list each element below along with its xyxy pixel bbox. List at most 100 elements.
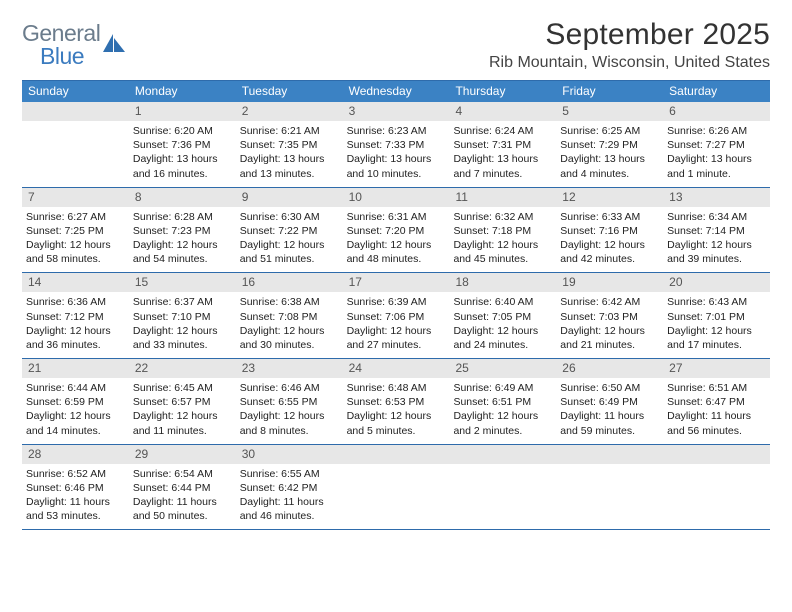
daylight-line: Daylight: 11 hours and 46 minutes. (240, 495, 339, 523)
sunset-line: Sunset: 6:51 PM (453, 395, 552, 409)
sunrise-line: Sunrise: 6:32 AM (453, 210, 552, 224)
title-block: September 2025 Rib Mountain, Wisconsin, … (489, 18, 770, 72)
week-row: 28Sunrise: 6:52 AMSunset: 6:46 PMDayligh… (22, 445, 770, 531)
day-number: 29 (129, 445, 236, 464)
day-cell: 13Sunrise: 6:34 AMSunset: 7:14 PMDayligh… (663, 188, 770, 273)
day-cell: 14Sunrise: 6:36 AMSunset: 7:12 PMDayligh… (22, 273, 129, 358)
sunset-line: Sunset: 7:35 PM (240, 138, 339, 152)
day-number: 16 (236, 273, 343, 292)
day-cell: 26Sunrise: 6:50 AMSunset: 6:49 PMDayligh… (556, 359, 663, 444)
sunset-line: Sunset: 6:53 PM (347, 395, 446, 409)
day-cell: 19Sunrise: 6:42 AMSunset: 7:03 PMDayligh… (556, 273, 663, 358)
day-number: 12 (556, 188, 663, 207)
day-details: Sunrise: 6:52 AMSunset: 6:46 PMDaylight:… (22, 464, 129, 530)
logo-line2: Blue (40, 45, 100, 68)
daylight-line: Daylight: 12 hours and 39 minutes. (667, 238, 766, 266)
sunrise-line: Sunrise: 6:42 AM (560, 295, 659, 309)
day-number: 28 (22, 445, 129, 464)
sunset-line: Sunset: 7:23 PM (133, 224, 232, 238)
sunrise-line: Sunrise: 6:54 AM (133, 467, 232, 481)
sunrise-line: Sunrise: 6:27 AM (26, 210, 125, 224)
sunrise-line: Sunrise: 6:48 AM (347, 381, 446, 395)
day-details: Sunrise: 6:31 AMSunset: 7:20 PMDaylight:… (343, 207, 450, 273)
sunrise-line: Sunrise: 6:20 AM (133, 124, 232, 138)
day-details: Sunrise: 6:34 AMSunset: 7:14 PMDaylight:… (663, 207, 770, 273)
week-row: 14Sunrise: 6:36 AMSunset: 7:12 PMDayligh… (22, 273, 770, 359)
sunrise-line: Sunrise: 6:39 AM (347, 295, 446, 309)
day-cell: 1Sunrise: 6:20 AMSunset: 7:36 PMDaylight… (129, 102, 236, 187)
day-details: Sunrise: 6:49 AMSunset: 6:51 PMDaylight:… (449, 378, 556, 444)
daylight-line: Daylight: 12 hours and 8 minutes. (240, 409, 339, 437)
sunrise-line: Sunrise: 6:23 AM (347, 124, 446, 138)
daylight-line: Daylight: 13 hours and 10 minutes. (347, 152, 446, 180)
day-cell: 9Sunrise: 6:30 AMSunset: 7:22 PMDaylight… (236, 188, 343, 273)
day-number: 9 (236, 188, 343, 207)
daylight-line: Daylight: 12 hours and 27 minutes. (347, 324, 446, 352)
sunrise-line: Sunrise: 6:31 AM (347, 210, 446, 224)
day-number: 30 (236, 445, 343, 464)
sunset-line: Sunset: 7:06 PM (347, 310, 446, 324)
day-number: 21 (22, 359, 129, 378)
day-cell: 11Sunrise: 6:32 AMSunset: 7:18 PMDayligh… (449, 188, 556, 273)
day-number: 20 (663, 273, 770, 292)
daylight-line: Daylight: 11 hours and 53 minutes. (26, 495, 125, 523)
sunrise-line: Sunrise: 6:30 AM (240, 210, 339, 224)
daylight-line: Daylight: 12 hours and 33 minutes. (133, 324, 232, 352)
sunrise-line: Sunrise: 6:43 AM (667, 295, 766, 309)
day-number: 19 (556, 273, 663, 292)
day-cell: 18Sunrise: 6:40 AMSunset: 7:05 PMDayligh… (449, 273, 556, 358)
daylight-line: Daylight: 12 hours and 48 minutes. (347, 238, 446, 266)
day-details-empty (449, 464, 556, 519)
sunset-line: Sunset: 7:25 PM (26, 224, 125, 238)
sunset-line: Sunset: 7:12 PM (26, 310, 125, 324)
day-cell: 3Sunrise: 6:23 AMSunset: 7:33 PMDaylight… (343, 102, 450, 187)
day-details: Sunrise: 6:50 AMSunset: 6:49 PMDaylight:… (556, 378, 663, 444)
day-number (449, 445, 556, 464)
logo-text: General Blue (22, 22, 100, 68)
day-details: Sunrise: 6:26 AMSunset: 7:27 PMDaylight:… (663, 121, 770, 187)
sunset-line: Sunset: 6:49 PM (560, 395, 659, 409)
day-number: 10 (343, 188, 450, 207)
day-details: Sunrise: 6:36 AMSunset: 7:12 PMDaylight:… (22, 292, 129, 358)
sunset-line: Sunset: 7:29 PM (560, 138, 659, 152)
day-number (22, 102, 129, 121)
day-cell: 2Sunrise: 6:21 AMSunset: 7:35 PMDaylight… (236, 102, 343, 187)
sunrise-line: Sunrise: 6:28 AM (133, 210, 232, 224)
day-number: 17 (343, 273, 450, 292)
sunset-line: Sunset: 6:44 PM (133, 481, 232, 495)
day-number: 6 (663, 102, 770, 121)
day-cell: 24 Sunrise: 6:48 AMSunset: 6:53 PMDayligh… (343, 359, 450, 444)
sunset-line: Sunset: 7:05 PM (453, 310, 552, 324)
sunset-line: Sunset: 7:03 PM (560, 310, 659, 324)
day-number: 5 (556, 102, 663, 121)
sunrise-line: Sunrise: 6:34 AM (667, 210, 766, 224)
day-details: Sunrise: 6:25 AMSunset: 7:29 PMDaylight:… (556, 121, 663, 187)
day-cell (556, 445, 663, 530)
day-number: 24 (343, 359, 450, 378)
day-details: Sunrise: 6:21 AMSunset: 7:35 PMDaylight:… (236, 121, 343, 187)
sunset-line: Sunset: 7:33 PM (347, 138, 446, 152)
daylight-line: Daylight: 12 hours and 5 minutes. (347, 409, 446, 437)
sunset-line: Sunset: 7:08 PM (240, 310, 339, 324)
day-cell: 25Sunrise: 6:49 AMSunset: 6:51 PMDayligh… (449, 359, 556, 444)
day-details: Sunrise: 6:51 AMSunset: 6:47 PMDaylight:… (663, 378, 770, 444)
day-cell: 17 Sunrise: 6:39 AMSunset: 7:06 PMDayligh… (343, 273, 450, 358)
daylight-line: Daylight: 12 hours and 58 minutes. (26, 238, 125, 266)
sunset-line: Sunset: 7:20 PM (347, 224, 446, 238)
day-number: 14 (22, 273, 129, 292)
day-number: 25 (449, 359, 556, 378)
sunset-line: Sunset: 7:14 PM (667, 224, 766, 238)
day-number: 18 (449, 273, 556, 292)
sunrise-line: Sunrise: 6:40 AM (453, 295, 552, 309)
sunset-line: Sunset: 6:47 PM (667, 395, 766, 409)
day-details: Sunrise: 6:43 AMSunset: 7:01 PMDaylight:… (663, 292, 770, 358)
daylight-line: Daylight: 13 hours and 13 minutes. (240, 152, 339, 180)
day-details-empty (556, 464, 663, 519)
sunset-line: Sunset: 7:36 PM (133, 138, 232, 152)
day-details-empty (343, 464, 450, 519)
daylight-line: Daylight: 13 hours and 4 minutes. (560, 152, 659, 180)
sunset-line: Sunset: 7:22 PM (240, 224, 339, 238)
sunrise-line: Sunrise: 6:45 AM (133, 381, 232, 395)
daylight-line: Daylight: 13 hours and 16 minutes. (133, 152, 232, 180)
sunset-line: Sunset: 6:55 PM (240, 395, 339, 409)
